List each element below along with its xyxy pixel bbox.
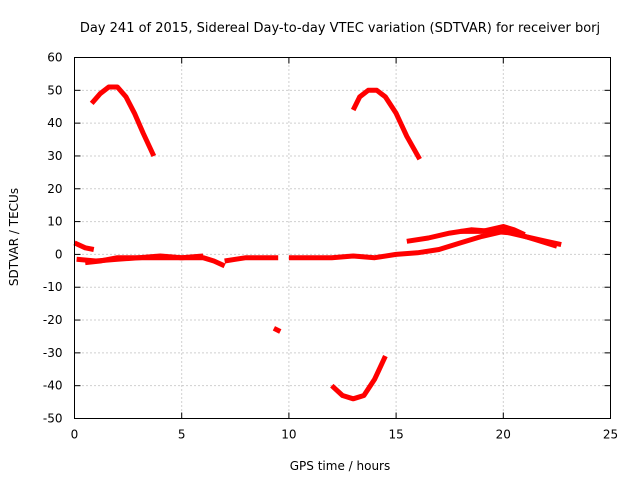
series-arc-2 bbox=[350, 87, 422, 161]
series-arc-3 bbox=[330, 355, 388, 402]
x-axis-label: GPS time / hours bbox=[290, 459, 391, 473]
series-segment-5 bbox=[73, 240, 95, 252]
y-tick-label: 10 bbox=[47, 215, 62, 229]
y-axis: -50 -40 -30 -20 -10 0 10 20 30 40 50 60 bbox=[43, 51, 611, 426]
y-tick-label: -20 bbox=[43, 313, 63, 327]
series-arc-1 bbox=[89, 84, 157, 158]
x-tick-label: 20 bbox=[496, 428, 511, 442]
y-axis-label: SDTVAR / TECUs bbox=[7, 188, 21, 286]
series-segment-11 bbox=[460, 224, 526, 237]
x-axis: 0 5 10 15 20 25 bbox=[71, 57, 618, 442]
y-tick-label: -10 bbox=[43, 280, 63, 294]
series-segment-8 bbox=[224, 255, 279, 264]
x-tick-label: 15 bbox=[388, 428, 403, 442]
y-tick-label: 40 bbox=[47, 116, 62, 130]
data-series bbox=[73, 84, 562, 402]
y-tick-label: -40 bbox=[43, 379, 63, 393]
y-tick-label: -50 bbox=[43, 412, 63, 426]
x-tick-label: 0 bbox=[71, 428, 79, 442]
y-tick-label: 30 bbox=[47, 149, 62, 163]
y-tick-label: 60 bbox=[47, 51, 62, 65]
series-segment-4 bbox=[272, 326, 282, 334]
x-tick-label: 25 bbox=[603, 428, 618, 442]
series-segment-7 bbox=[84, 253, 204, 266]
y-tick-label: 50 bbox=[47, 83, 62, 97]
y-tick-label: -30 bbox=[43, 346, 63, 360]
x-tick-label: 10 bbox=[281, 428, 296, 442]
chart-title: Day 241 of 2015, Sidereal Day-to-day VTE… bbox=[80, 21, 600, 36]
x-tick-label: 5 bbox=[178, 428, 186, 442]
plot-frame bbox=[74, 57, 611, 419]
y-tick-label: 0 bbox=[55, 247, 63, 261]
y-tick-label: 20 bbox=[47, 182, 62, 196]
